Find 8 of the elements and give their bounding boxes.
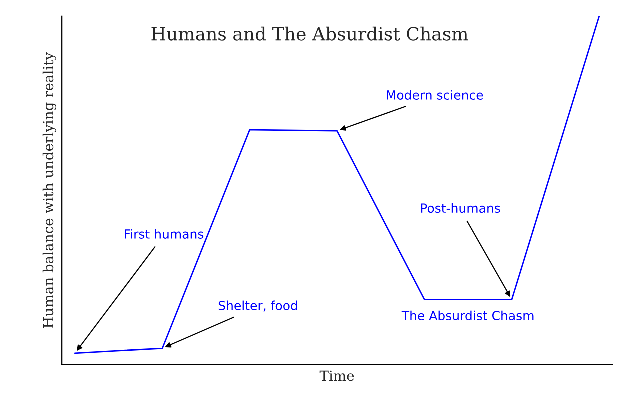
y-axis-title: Human balance with underlying reality bbox=[42, 52, 57, 328]
x-axis-title: Time bbox=[320, 370, 354, 382]
chart-title: Humans and The Absurdist Chasm bbox=[152, 26, 468, 41]
annotation: First humans bbox=[125, 229, 204, 239]
annotation: Modern science bbox=[387, 90, 484, 100]
annotation: Post-humans bbox=[421, 203, 500, 214]
annotation: Shelter, food bbox=[218, 300, 298, 312]
annotation: The Absurdist Chasm bbox=[402, 310, 534, 321]
